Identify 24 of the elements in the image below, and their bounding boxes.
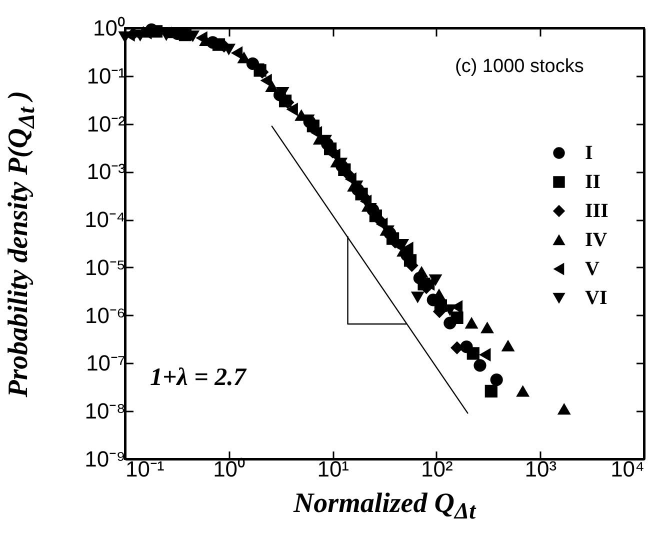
annotation: 1+λ = 2.7 [150,364,246,392]
x-tick-label: 10⁻¹ [126,456,164,482]
y-tick-label: 10⁻¹ [86,63,126,88]
legend-label: II [585,171,601,193]
x-tick-label: 10⁴ [610,456,644,482]
x-tick-label: 10³ [524,456,557,482]
y-tick-label: 10⁻² [86,111,126,136]
x-tick-label: 10² [421,456,453,482]
y-tick-label: 10⁻³ [86,159,126,184]
x-axis-title: Normalized Q$_{Δt}$ [293,488,476,526]
y-tick-label: 10⁻⁸ [84,398,126,424]
legend-label: V [585,258,600,280]
annotation: (c) 1000 stocks [455,56,584,78]
legend-label: I [585,142,593,164]
y-tick-label: 10⁻⁵ [84,254,126,280]
y-tick-label: 10⁰ [93,16,126,40]
x-tick-label: 10¹ [317,456,349,482]
legend-label: VI [585,287,608,309]
legend-label: III [585,200,609,222]
y-tick-label: 10⁻⁴ [84,207,126,232]
y-tick-label: 10⁻⁹ [84,446,126,472]
y-tick-label: 10⁻⁶ [84,302,126,328]
legend-label: IV [585,229,608,251]
y-tick-label: 10⁻⁷ [86,350,126,376]
